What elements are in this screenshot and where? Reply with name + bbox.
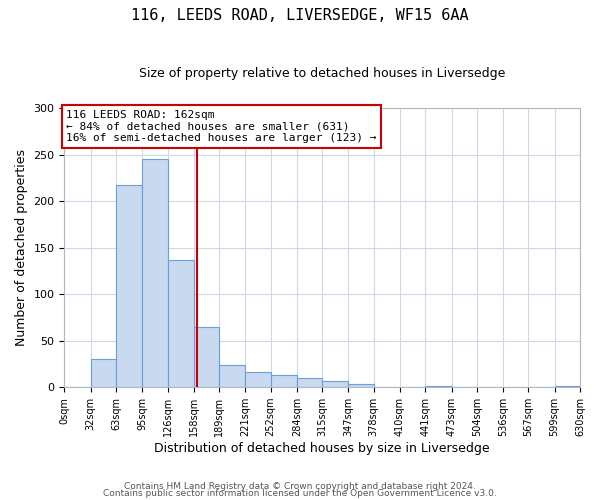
Y-axis label: Number of detached properties: Number of detached properties	[15, 149, 28, 346]
Bar	[349, 384, 374, 387]
Bar	[271, 375, 297, 387]
Bar	[245, 372, 271, 387]
Bar	[425, 386, 452, 387]
Bar	[91, 360, 116, 387]
Bar	[219, 365, 245, 387]
Bar	[297, 378, 322, 387]
Text: 116 LEEDS ROAD: 162sqm
← 84% of detached houses are smaller (631)
16% of semi-de: 116 LEEDS ROAD: 162sqm ← 84% of detached…	[66, 110, 377, 143]
Bar	[116, 186, 142, 387]
Text: Contains public sector information licensed under the Open Government Licence v3: Contains public sector information licen…	[103, 490, 497, 498]
Bar	[142, 159, 167, 387]
Bar	[554, 386, 580, 387]
Bar	[194, 326, 219, 387]
Bar	[167, 260, 194, 387]
X-axis label: Distribution of detached houses by size in Liversedge: Distribution of detached houses by size …	[154, 442, 490, 455]
Title: Size of property relative to detached houses in Liversedge: Size of property relative to detached ho…	[139, 68, 505, 80]
Text: 116, LEEDS ROAD, LIVERSEDGE, WF15 6AA: 116, LEEDS ROAD, LIVERSEDGE, WF15 6AA	[131, 8, 469, 22]
Text: Contains HM Land Registry data © Crown copyright and database right 2024.: Contains HM Land Registry data © Crown c…	[124, 482, 476, 491]
Bar	[322, 380, 349, 387]
